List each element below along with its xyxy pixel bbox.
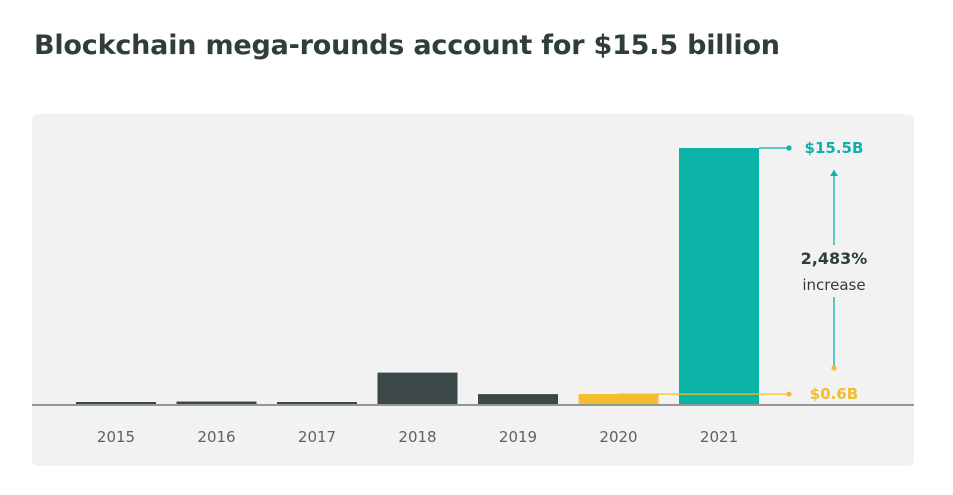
x-tick-2020: 2020 (599, 428, 637, 446)
x-tick-2017: 2017 (298, 428, 336, 446)
base-value-dot (786, 391, 792, 397)
x-tick-2015: 2015 (97, 428, 135, 446)
x-tick-2019: 2019 (499, 428, 537, 446)
bar-2021 (679, 148, 759, 404)
bars-group (76, 148, 759, 404)
bar-2018 (377, 372, 458, 404)
base-value-label: $0.6B (810, 385, 858, 403)
increase-arrow-head (830, 170, 838, 176)
x-tick-2018: 2018 (398, 428, 436, 446)
chart-title: Blockchain mega-rounds account for $15.5… (34, 30, 780, 61)
x-tick-labels: 2015 2016 2017 2018 2019 2020 2021 (97, 428, 738, 446)
x-tick-2021: 2021 (700, 428, 738, 446)
increase-arrow-dot (831, 365, 837, 371)
bar-2020 (578, 394, 659, 404)
increase-word-label: increase (802, 276, 865, 294)
increase-label-backdrop (794, 245, 874, 297)
chart-panel (32, 114, 914, 466)
x-tick-2016: 2016 (197, 428, 235, 446)
top-value-dot (786, 145, 792, 151)
increase-percent-label: 2,483% (801, 249, 868, 268)
bar-2019 (478, 394, 558, 404)
bar-2015 (76, 402, 156, 404)
bar-2017 (277, 402, 357, 404)
bar-2016 (176, 401, 257, 404)
top-value-label: $15.5B (805, 139, 864, 157)
